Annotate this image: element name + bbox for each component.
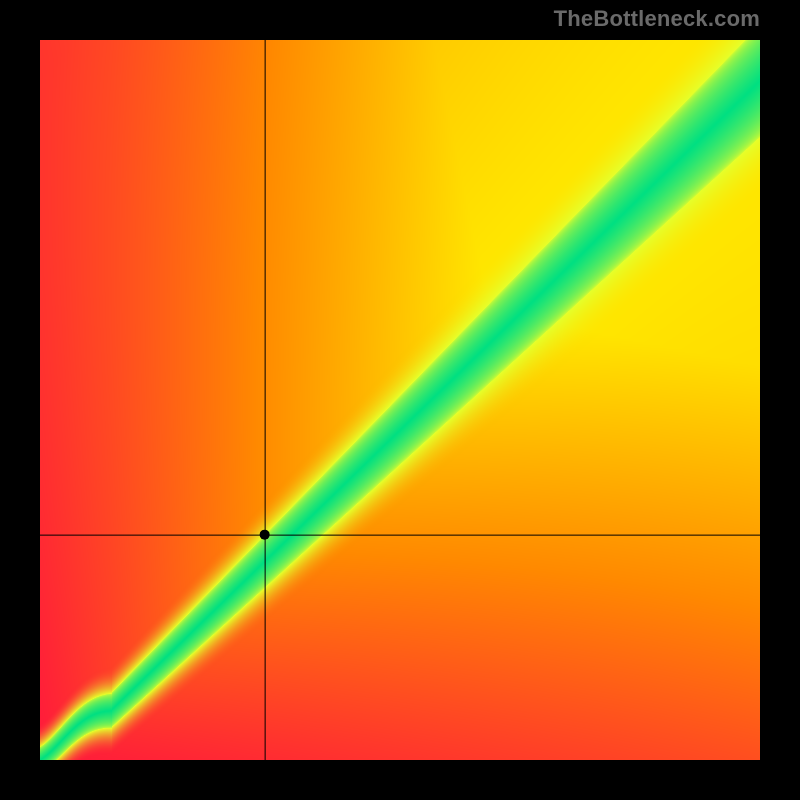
heatmap-canvas xyxy=(40,40,760,760)
heatmap-plot xyxy=(40,40,760,760)
chart-frame: TheBottleneck.com xyxy=(0,0,800,800)
watermark-text: TheBottleneck.com xyxy=(554,6,760,32)
